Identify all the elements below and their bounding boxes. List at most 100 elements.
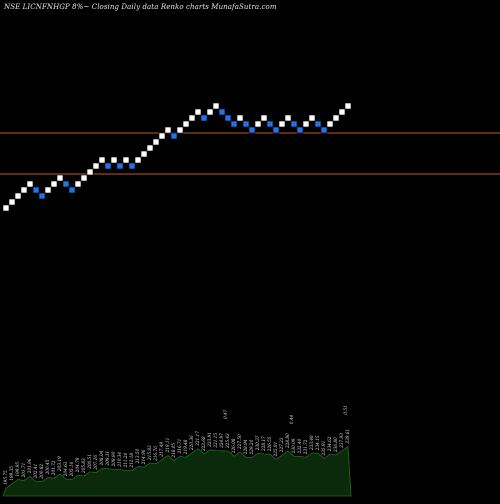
renko-brick-up <box>50 180 58 188</box>
volume-price-label: 226.08 <box>231 438 236 454</box>
volume-price-label: 233.48 <box>309 435 314 451</box>
volume-price-label: 199.95 <box>15 462 20 477</box>
renko-brick-up <box>332 114 340 122</box>
renko-brick-down <box>272 126 280 134</box>
renko-brick-up <box>26 180 34 188</box>
volume-price-label: 205.83 <box>81 458 86 474</box>
volume-price-label: 199.35 <box>9 466 14 481</box>
volume-price-label: 212.18 <box>129 453 134 469</box>
volume-price-label: 217.49 <box>159 442 164 458</box>
renko-brick-down <box>248 126 256 134</box>
renko-brick-down <box>38 192 46 200</box>
volume-price-label: 227.23 <box>279 437 284 453</box>
volume-price-label: 216.76 <box>153 446 158 462</box>
volume-price-label: 202.41 <box>33 464 38 480</box>
renko-brick-up <box>164 126 172 134</box>
volume-price-label: 208.04 <box>99 450 104 466</box>
volume-price-label: 230.09 <box>291 438 296 454</box>
volume-price-label: 206.51 <box>87 454 92 470</box>
volume-price-label: 211.26 <box>123 452 128 468</box>
chart-title: NSE LICNFNHGP 8%~ Closing Daily data Ren… <box>4 3 277 11</box>
volume-price-label: 220.36 <box>189 435 194 451</box>
volume-price-label: 228.94 <box>243 439 248 455</box>
volume-price-label: 209.31 <box>105 451 110 467</box>
volume-price-label: 221.15 <box>213 433 218 449</box>
volume-price-label: 201.72 <box>51 460 56 476</box>
volume-price-label: 221.17 <box>195 431 200 447</box>
volume-price-label: 203.19 <box>57 456 62 472</box>
volume-price-label: 231.72 <box>303 439 308 455</box>
renko-brick-down <box>266 120 274 128</box>
renko-brick-up <box>188 114 196 122</box>
renko-brick-up <box>98 156 106 164</box>
volume-price-label: 232.40 <box>297 438 302 454</box>
renko-brick-down <box>290 120 298 128</box>
renko-brick-up <box>236 114 244 122</box>
renko-brick-up <box>44 186 52 194</box>
renko-brick-up <box>302 120 310 128</box>
renko-brick-up <box>212 102 220 110</box>
renko-brick-up <box>158 132 166 140</box>
volume-price-label: 201.71 <box>21 463 26 479</box>
renko-brick-down <box>170 132 178 140</box>
renko-brick-up <box>284 114 292 122</box>
renko-brick-down <box>242 120 250 128</box>
renko-brick-up <box>14 192 22 200</box>
renko-brick-up <box>338 108 346 116</box>
volume-price-label: 235.91 <box>321 441 326 457</box>
volume-area <box>2 445 352 497</box>
volume-price-label: 200.45 <box>45 459 50 475</box>
renko-brick-down <box>296 126 304 134</box>
volume-price-label: 213.50 <box>135 448 140 464</box>
renko-brick-up <box>206 108 214 116</box>
renko-brick-up <box>182 120 190 128</box>
renko-brick-up <box>86 168 94 176</box>
renko-brick-down <box>218 108 226 116</box>
volume-price-label: 195.75 <box>3 470 8 485</box>
renko-brick-up <box>92 162 100 170</box>
volume-price-label: 225.43 <box>225 433 230 449</box>
volume-value-label: 0.51 <box>343 405 348 414</box>
volume-price-label: 216.71 <box>177 439 182 455</box>
renko-brick-down <box>32 186 40 194</box>
volume-price-label: 214.96 <box>141 449 146 465</box>
volume-value-label: 0.47 <box>223 409 228 419</box>
volume-price-label: 207.16 <box>93 455 98 471</box>
renko-brick-up <box>56 174 64 182</box>
renko-brick-down <box>104 162 112 170</box>
volume-price-label: 204.63 <box>63 461 68 477</box>
volume-price-label: 209.90 <box>111 451 116 467</box>
renko-brick-up <box>74 180 82 188</box>
volume-price-label: 219.48 <box>183 439 188 455</box>
renko-brick-up <box>344 102 352 110</box>
renko-brick-up <box>308 114 316 122</box>
renko-brick-down <box>68 186 76 194</box>
renko-brick-up <box>260 114 268 122</box>
volume-price-label: 219.11 <box>165 438 170 454</box>
volume-price-label: 215.83 <box>147 445 152 461</box>
renko-brick-down <box>314 120 322 128</box>
renko-brick-up <box>20 186 28 194</box>
volume-price-label: 210.34 <box>117 452 122 468</box>
volume-price-label: 234.15 <box>315 435 320 451</box>
volume-price-label: 223.91 <box>207 432 212 448</box>
renko-brick-up <box>2 204 10 212</box>
volume-price-label: 201.96 <box>27 458 32 474</box>
renko-brick-down <box>116 162 124 170</box>
volume-price-label: 227.50 <box>237 434 242 450</box>
volume-price-label: 222.68 <box>201 436 206 452</box>
volume-price-label: 239.61 <box>345 429 350 445</box>
renko-brick-down <box>320 126 328 134</box>
volume-price-label: 229.20 <box>249 439 254 455</box>
volume-price-label: 224.97 <box>219 433 224 449</box>
volume-price-label: 226.55 <box>267 436 272 452</box>
volume-price-label: 200.82 <box>39 464 44 480</box>
renko-brick-up <box>140 150 148 158</box>
volume-price-label: 205.16 <box>69 461 74 477</box>
volume-price-label: 228.80 <box>285 433 290 449</box>
renko-brick-up <box>176 126 184 134</box>
renko-brick-up <box>278 120 286 128</box>
volume-price-label: 225.91 <box>273 442 278 458</box>
